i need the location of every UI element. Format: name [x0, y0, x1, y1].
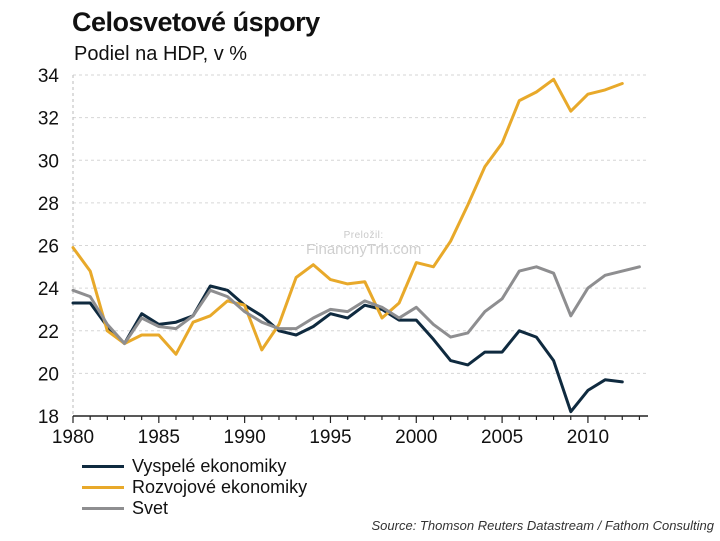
x-tick-label: 1995	[309, 427, 351, 448]
legend-label-advanced: Vyspelé ekonomiky	[132, 456, 287, 476]
watermark-site-text: FinancnyTrh.com	[306, 241, 422, 258]
legend-label-world: Svet	[132, 498, 169, 518]
watermark: Preložil: FinancnyTrh.com	[306, 230, 421, 258]
y-tick-label: 34	[38, 66, 60, 87]
x-tick-label: 1985	[138, 427, 180, 448]
x-axis: 1980 1985 1990 1995 2000 2005 2010	[52, 75, 648, 448]
x-tick-label: 1990	[224, 427, 266, 448]
watermark-small-text: Preložil:	[343, 230, 384, 241]
legend-item-emerging: Rozvojové ekonomiky	[82, 477, 307, 498]
x-tick-label: 2000	[395, 427, 437, 448]
legend-swatch-emerging	[82, 486, 124, 489]
x-tick-label: 2005	[481, 427, 523, 448]
y-axis-tick-labels: 18 20 22 24 26 28 30 32 34	[38, 66, 60, 428]
series-line-advanced	[71, 284, 624, 414]
y-tick-label: 32	[38, 109, 59, 130]
y-tick-label: 30	[38, 151, 59, 172]
x-tick-label: 2010	[567, 427, 609, 448]
legend-swatch-advanced	[82, 465, 124, 468]
y-tick-label: 28	[38, 194, 59, 215]
y-tick-label: 24	[38, 279, 60, 300]
series-line-world	[71, 265, 641, 345]
y-tick-label: 18	[38, 407, 59, 428]
x-tick-label: 1980	[52, 427, 94, 448]
y-tick-label: 26	[38, 237, 59, 258]
legend-swatch-world	[82, 507, 124, 510]
y-tick-label: 20	[38, 364, 59, 385]
chart-title: Celosvetové úspory	[72, 7, 320, 37]
y-tick-label: 22	[38, 322, 59, 343]
series-lines	[71, 77, 641, 414]
legend-item-advanced: Vyspelé ekonomiky	[82, 456, 307, 477]
source-note: Source: Thomson Reuters Datastream / Fat…	[371, 518, 714, 533]
chart-subtitle: Podiel na HDP, v %	[74, 43, 248, 65]
series-line-emerging	[71, 77, 624, 356]
grid-lines	[73, 74, 648, 374]
legend: Vyspelé ekonomiky Rozvojové ekonomiky Sv…	[82, 456, 307, 519]
legend-label-emerging: Rozvojové ekonomiky	[132, 477, 308, 497]
legend-item-world: Svet	[82, 498, 307, 519]
